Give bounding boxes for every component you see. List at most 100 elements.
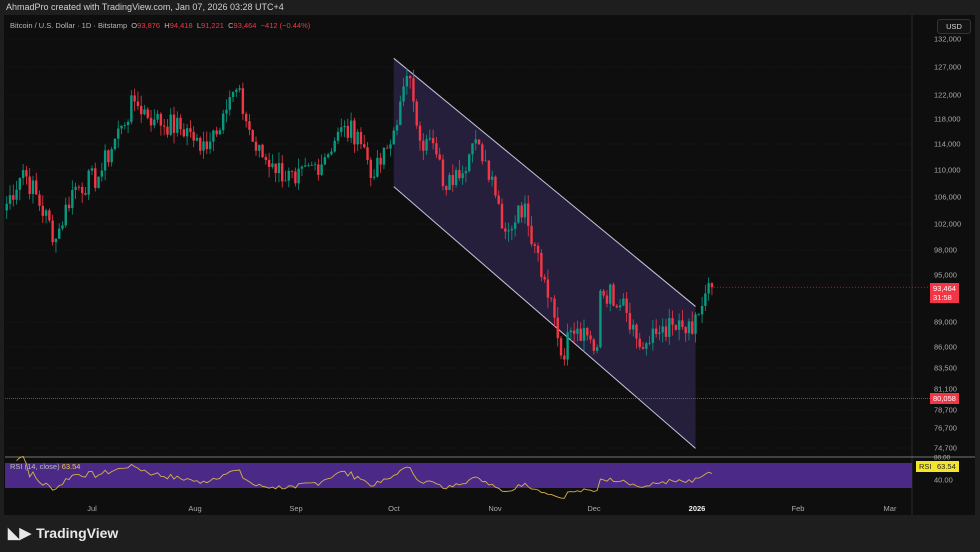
close-value: 93,464 <box>233 21 257 30</box>
candle <box>208 141 212 150</box>
candle <box>254 141 258 151</box>
candle <box>38 194 41 206</box>
candle <box>228 97 231 110</box>
candle <box>474 139 477 144</box>
candle <box>274 163 277 174</box>
candle <box>74 186 77 190</box>
candle <box>172 114 176 133</box>
candle <box>267 159 271 167</box>
rsi-legend: RSI (14, close) 63.54 <box>10 462 80 471</box>
time-tick: Jul <box>87 504 97 513</box>
candle <box>445 186 448 190</box>
candle <box>500 203 504 229</box>
tradingview-logo[interactable]: ◣▶ TradingView <box>8 524 118 542</box>
candle <box>543 276 546 280</box>
candle <box>123 125 126 126</box>
candle <box>658 332 661 334</box>
candle <box>300 166 304 169</box>
candle <box>41 205 44 216</box>
candle <box>412 78 415 102</box>
candle <box>290 170 294 172</box>
candle <box>415 101 418 126</box>
candle <box>264 157 268 160</box>
candle <box>277 163 281 174</box>
candle <box>654 328 658 334</box>
symbol-label: Bitcoin / U.S. Dollar · 1D · Bitstamp <box>10 21 128 30</box>
price-tick: 122,000 <box>934 90 962 100</box>
candle <box>700 305 704 315</box>
candle <box>28 176 31 194</box>
candle <box>44 210 48 216</box>
candle <box>602 290 605 296</box>
candle <box>569 330 573 333</box>
candle <box>648 342 651 344</box>
candle <box>61 225 64 229</box>
high-label: H <box>164 21 170 30</box>
candle <box>632 324 635 330</box>
price-tick: 74,700 <box>934 443 957 453</box>
candle <box>113 138 117 150</box>
candle <box>546 279 550 298</box>
price-tick: 81,100 <box>934 384 957 394</box>
candle <box>645 343 648 349</box>
candle <box>169 114 172 135</box>
candle <box>117 128 120 139</box>
channel-fill <box>393 58 696 449</box>
candle <box>520 205 523 218</box>
candle <box>523 203 527 218</box>
candle <box>156 113 159 120</box>
candle <box>126 121 130 126</box>
candle <box>507 230 510 232</box>
candle <box>176 117 179 133</box>
candle <box>697 314 700 316</box>
candle <box>379 157 382 165</box>
rsi-tag: RSI <box>916 461 935 472</box>
candle <box>307 165 310 167</box>
candle <box>481 144 484 162</box>
price-tick: 83,500 <box>934 363 957 373</box>
candle <box>428 138 432 140</box>
candle <box>625 298 628 313</box>
candle <box>582 327 586 341</box>
candle <box>579 328 582 341</box>
candle <box>71 189 74 209</box>
price-tick: 114,000 <box>934 139 961 149</box>
candle <box>317 164 320 175</box>
candle <box>107 150 110 163</box>
candle <box>179 117 182 130</box>
candle <box>192 131 195 141</box>
candle <box>441 159 445 187</box>
price-tick: 127,000 <box>934 62 962 72</box>
candle <box>205 141 208 150</box>
price-tick: 78,700 <box>934 405 957 415</box>
candle <box>399 101 402 126</box>
low-value: 91,221 <box>200 21 224 30</box>
candle <box>343 125 346 128</box>
candle <box>215 130 218 135</box>
candle <box>681 320 684 327</box>
candle <box>195 137 199 141</box>
candle <box>382 147 386 165</box>
candle <box>651 328 655 343</box>
candle <box>418 125 422 141</box>
candle <box>15 189 18 200</box>
rsi-band <box>5 463 912 488</box>
candle <box>248 121 251 130</box>
candle <box>376 157 379 177</box>
candle <box>592 339 596 351</box>
candle <box>166 126 169 135</box>
currency-button[interactable]: USD <box>937 19 971 34</box>
candle <box>51 220 54 243</box>
candle <box>458 170 461 179</box>
candle <box>353 120 356 145</box>
rsi-label: RSI (14, close) <box>10 462 60 471</box>
chart-caption: AhmadPro created with TradingView.com, J… <box>6 2 284 12</box>
candle <box>497 195 500 204</box>
candle <box>363 144 366 148</box>
candle <box>710 283 714 288</box>
candle <box>510 228 514 231</box>
channel-upper-line <box>393 57 696 307</box>
candle <box>553 298 556 318</box>
time-tick: Mar <box>883 504 897 513</box>
